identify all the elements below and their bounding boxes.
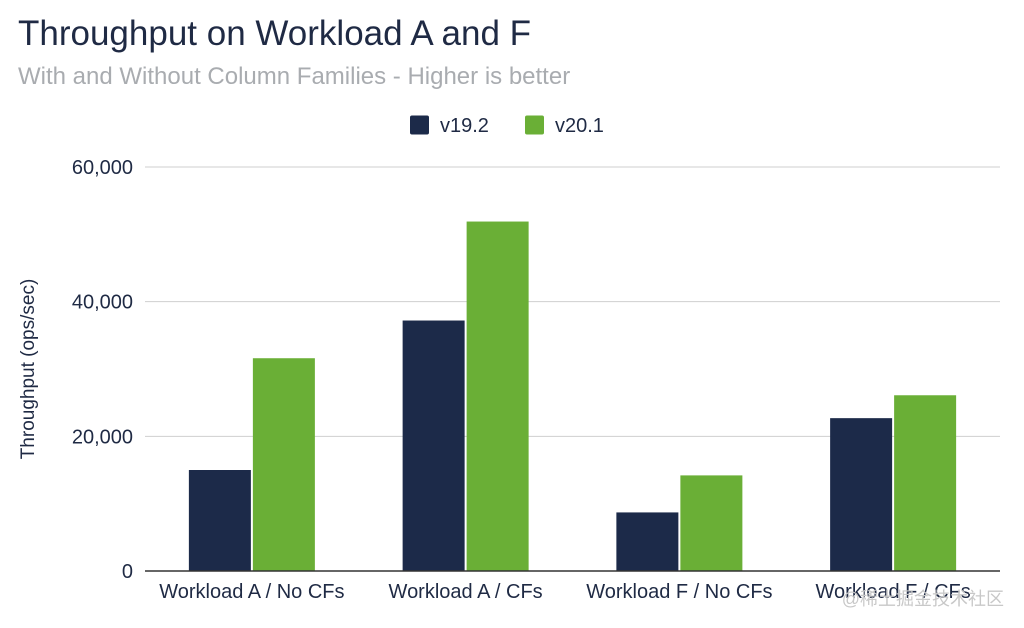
legend-label: v19.2: [440, 115, 489, 137]
bar-v20-1: [252, 358, 315, 571]
watermark: @稀土掘金技术社区: [841, 589, 1004, 609]
chart-subtitle: With and Without Column Families - Highe…: [18, 63, 571, 90]
axes: 0 20,000 40,000 60,000 Throughput (ops/sec) W…: [18, 157, 1000, 603]
bar-v19-2: [402, 320, 465, 571]
legend-swatch: [410, 115, 429, 135]
y-tick-label: 40,000: [72, 292, 133, 314]
bar-v19-2: [830, 418, 893, 571]
x-tick-label: Workload A / No CFs: [159, 581, 344, 603]
x-tick-label: Workload A / CFs: [389, 581, 543, 603]
y-tick-label: 60,000: [72, 157, 133, 179]
legend-label: v20.1: [555, 115, 604, 137]
x-tick-label: Workload F / No CFs: [586, 581, 772, 603]
bar-v19-2: [616, 512, 679, 571]
y-tick-label: 20,000: [72, 426, 133, 448]
legend-swatch: [525, 115, 544, 135]
bar-v20-1: [466, 221, 529, 572]
bars: [188, 221, 957, 572]
chart-title: Throughput on Workload A and F: [18, 14, 532, 53]
bar-v20-1: [680, 475, 743, 571]
bar-v20-1: [894, 395, 957, 571]
legend: v19.2 v20.1: [410, 115, 604, 137]
bar-v19-2: [188, 470, 251, 571]
y-tick-label: 0: [122, 561, 133, 583]
x-tick-label: Workload F / CFs: [816, 581, 971, 603]
y-axis-title: Throughput (ops/sec): [18, 279, 39, 460]
